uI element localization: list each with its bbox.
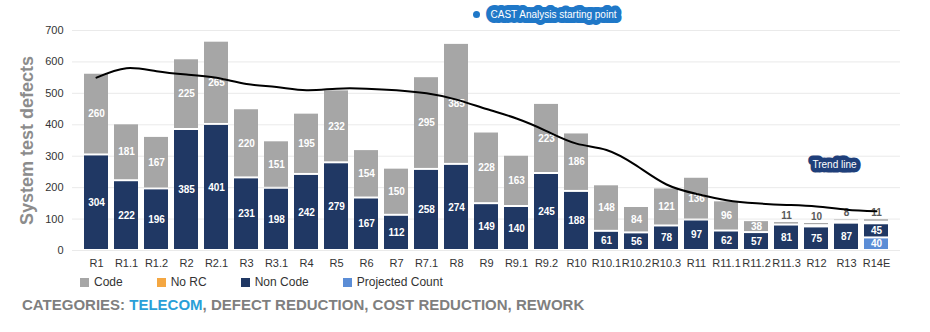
- svg-text:151: 151: [268, 159, 285, 170]
- svg-text:R7.1: R7.1: [415, 257, 438, 269]
- svg-text:167: 167: [148, 157, 165, 168]
- svg-text:222: 222: [118, 210, 135, 221]
- svg-text:8: 8: [843, 207, 850, 219]
- svg-text:200: 200: [45, 181, 63, 193]
- svg-text:11: 11: [781, 210, 792, 221]
- svg-text:136: 136: [688, 192, 705, 204]
- svg-text:R11.3: R11.3: [772, 257, 801, 269]
- svg-text:150: 150: [388, 186, 405, 197]
- svg-text:84: 84: [631, 214, 643, 225]
- svg-text:R10.2: R10.2: [622, 257, 651, 269]
- svg-text:245: 245: [538, 206, 555, 217]
- svg-text:258: 258: [418, 204, 435, 215]
- svg-text:45: 45: [871, 225, 883, 236]
- svg-text:R11.2: R11.2: [742, 257, 771, 269]
- svg-text:R11.1: R11.1: [712, 257, 741, 269]
- svg-text:600: 600: [45, 55, 63, 67]
- svg-text:385: 385: [448, 98, 465, 110]
- svg-text:225: 225: [178, 88, 195, 99]
- svg-text:274: 274: [448, 202, 465, 213]
- svg-text:R6: R6: [359, 257, 373, 269]
- svg-text:CAST Analysis starting point: CAST Analysis starting point: [491, 9, 617, 20]
- svg-text:R1: R1: [89, 257, 103, 269]
- svg-text:R10.1: R10.1: [592, 257, 621, 269]
- svg-text:148: 148: [598, 202, 615, 213]
- svg-text:R9.1: R9.1: [505, 257, 528, 269]
- svg-text:R14E: R14E: [863, 257, 891, 269]
- svg-text:81: 81: [781, 232, 793, 243]
- svg-text:154: 154: [358, 168, 375, 179]
- svg-text:295: 295: [418, 117, 435, 128]
- svg-text:R2: R2: [179, 257, 193, 269]
- html-text:Projected Count: Projected Count: [356, 275, 443, 289]
- svg-text:R9: R9: [479, 257, 493, 269]
- svg-text:260: 260: [88, 108, 105, 119]
- svg-text:R3: R3: [239, 257, 253, 269]
- svg-text:R3.1: R3.1: [265, 257, 288, 269]
- svg-text:61: 61: [601, 235, 613, 246]
- svg-text:500: 500: [45, 87, 63, 99]
- svg-text:304: 304: [88, 197, 105, 208]
- svg-text:R10: R10: [566, 257, 586, 269]
- svg-text:700: 700: [45, 24, 63, 36]
- svg-text:0: 0: [57, 244, 63, 256]
- svg-text:195: 195: [298, 138, 315, 149]
- svg-text:265: 265: [208, 77, 225, 88]
- svg-text:232: 232: [328, 121, 345, 132]
- svg-text:196: 196: [148, 214, 165, 225]
- svg-text:121: 121: [658, 201, 675, 212]
- svg-text:188: 188: [568, 215, 585, 226]
- svg-text:140: 140: [508, 223, 525, 234]
- svg-text:300: 300: [45, 150, 63, 162]
- svg-text:220: 220: [238, 138, 255, 149]
- svg-text:181: 181: [118, 146, 135, 157]
- svg-text:R13: R13: [836, 257, 856, 269]
- svg-text:R7: R7: [389, 257, 403, 269]
- svg-text:167: 167: [358, 218, 375, 229]
- svg-text:97: 97: [691, 229, 703, 240]
- svg-text:163: 163: [508, 175, 525, 186]
- svg-text:186: 186: [568, 156, 585, 167]
- svg-text:R10.3: R10.3: [652, 257, 681, 269]
- svg-text:R8: R8: [449, 257, 463, 269]
- svg-text:87: 87: [841, 231, 853, 242]
- svg-text:198: 198: [268, 214, 285, 225]
- svg-text:400: 400: [45, 118, 63, 130]
- svg-text:385: 385: [178, 184, 195, 195]
- svg-text:96: 96: [721, 210, 733, 221]
- svg-text:11: 11: [871, 207, 882, 218]
- svg-text:R2.1: R2.1: [205, 257, 228, 269]
- svg-text:56: 56: [631, 236, 643, 247]
- svg-text:231: 231: [238, 208, 255, 219]
- svg-text:242: 242: [298, 207, 315, 218]
- html-text:CATEGORIES: TELECOM, DEFECT RE: CATEGORIES: TELECOM, DEFECT REDUCTION, C…: [22, 296, 585, 313]
- svg-text:40: 40: [871, 238, 883, 249]
- svg-text:100: 100: [45, 213, 63, 225]
- svg-text:R1.1: R1.1: [115, 257, 138, 269]
- svg-text:401: 401: [208, 182, 225, 193]
- svg-text:57: 57: [751, 236, 763, 247]
- html-text:Non Code: Non Code: [254, 275, 309, 289]
- svg-text:112: 112: [388, 227, 405, 238]
- svg-text:228: 228: [478, 162, 495, 173]
- svg-text:78: 78: [661, 232, 673, 243]
- html-text:Code: Code: [94, 275, 123, 289]
- svg-text:62: 62: [721, 235, 733, 246]
- svg-text:149: 149: [478, 221, 495, 232]
- svg-text:R11: R11: [687, 257, 706, 269]
- svg-text:279: 279: [328, 201, 345, 212]
- html-text:No RC: No RC: [170, 275, 207, 289]
- svg-text:R4: R4: [299, 257, 313, 269]
- svg-text:223: 223: [538, 132, 555, 144]
- svg-text:System test defects: System test defects: [17, 56, 37, 225]
- svg-text:R1.2: R1.2: [145, 257, 168, 269]
- svg-text:10: 10: [811, 211, 823, 222]
- svg-text:38: 38: [751, 221, 763, 232]
- svg-text:R9.2: R9.2: [535, 257, 558, 269]
- svg-text:R5: R5: [329, 257, 343, 269]
- svg-text:R12: R12: [806, 257, 826, 269]
- svg-text:75: 75: [811, 233, 823, 244]
- svg-text:Trend line: Trend line: [812, 159, 857, 170]
